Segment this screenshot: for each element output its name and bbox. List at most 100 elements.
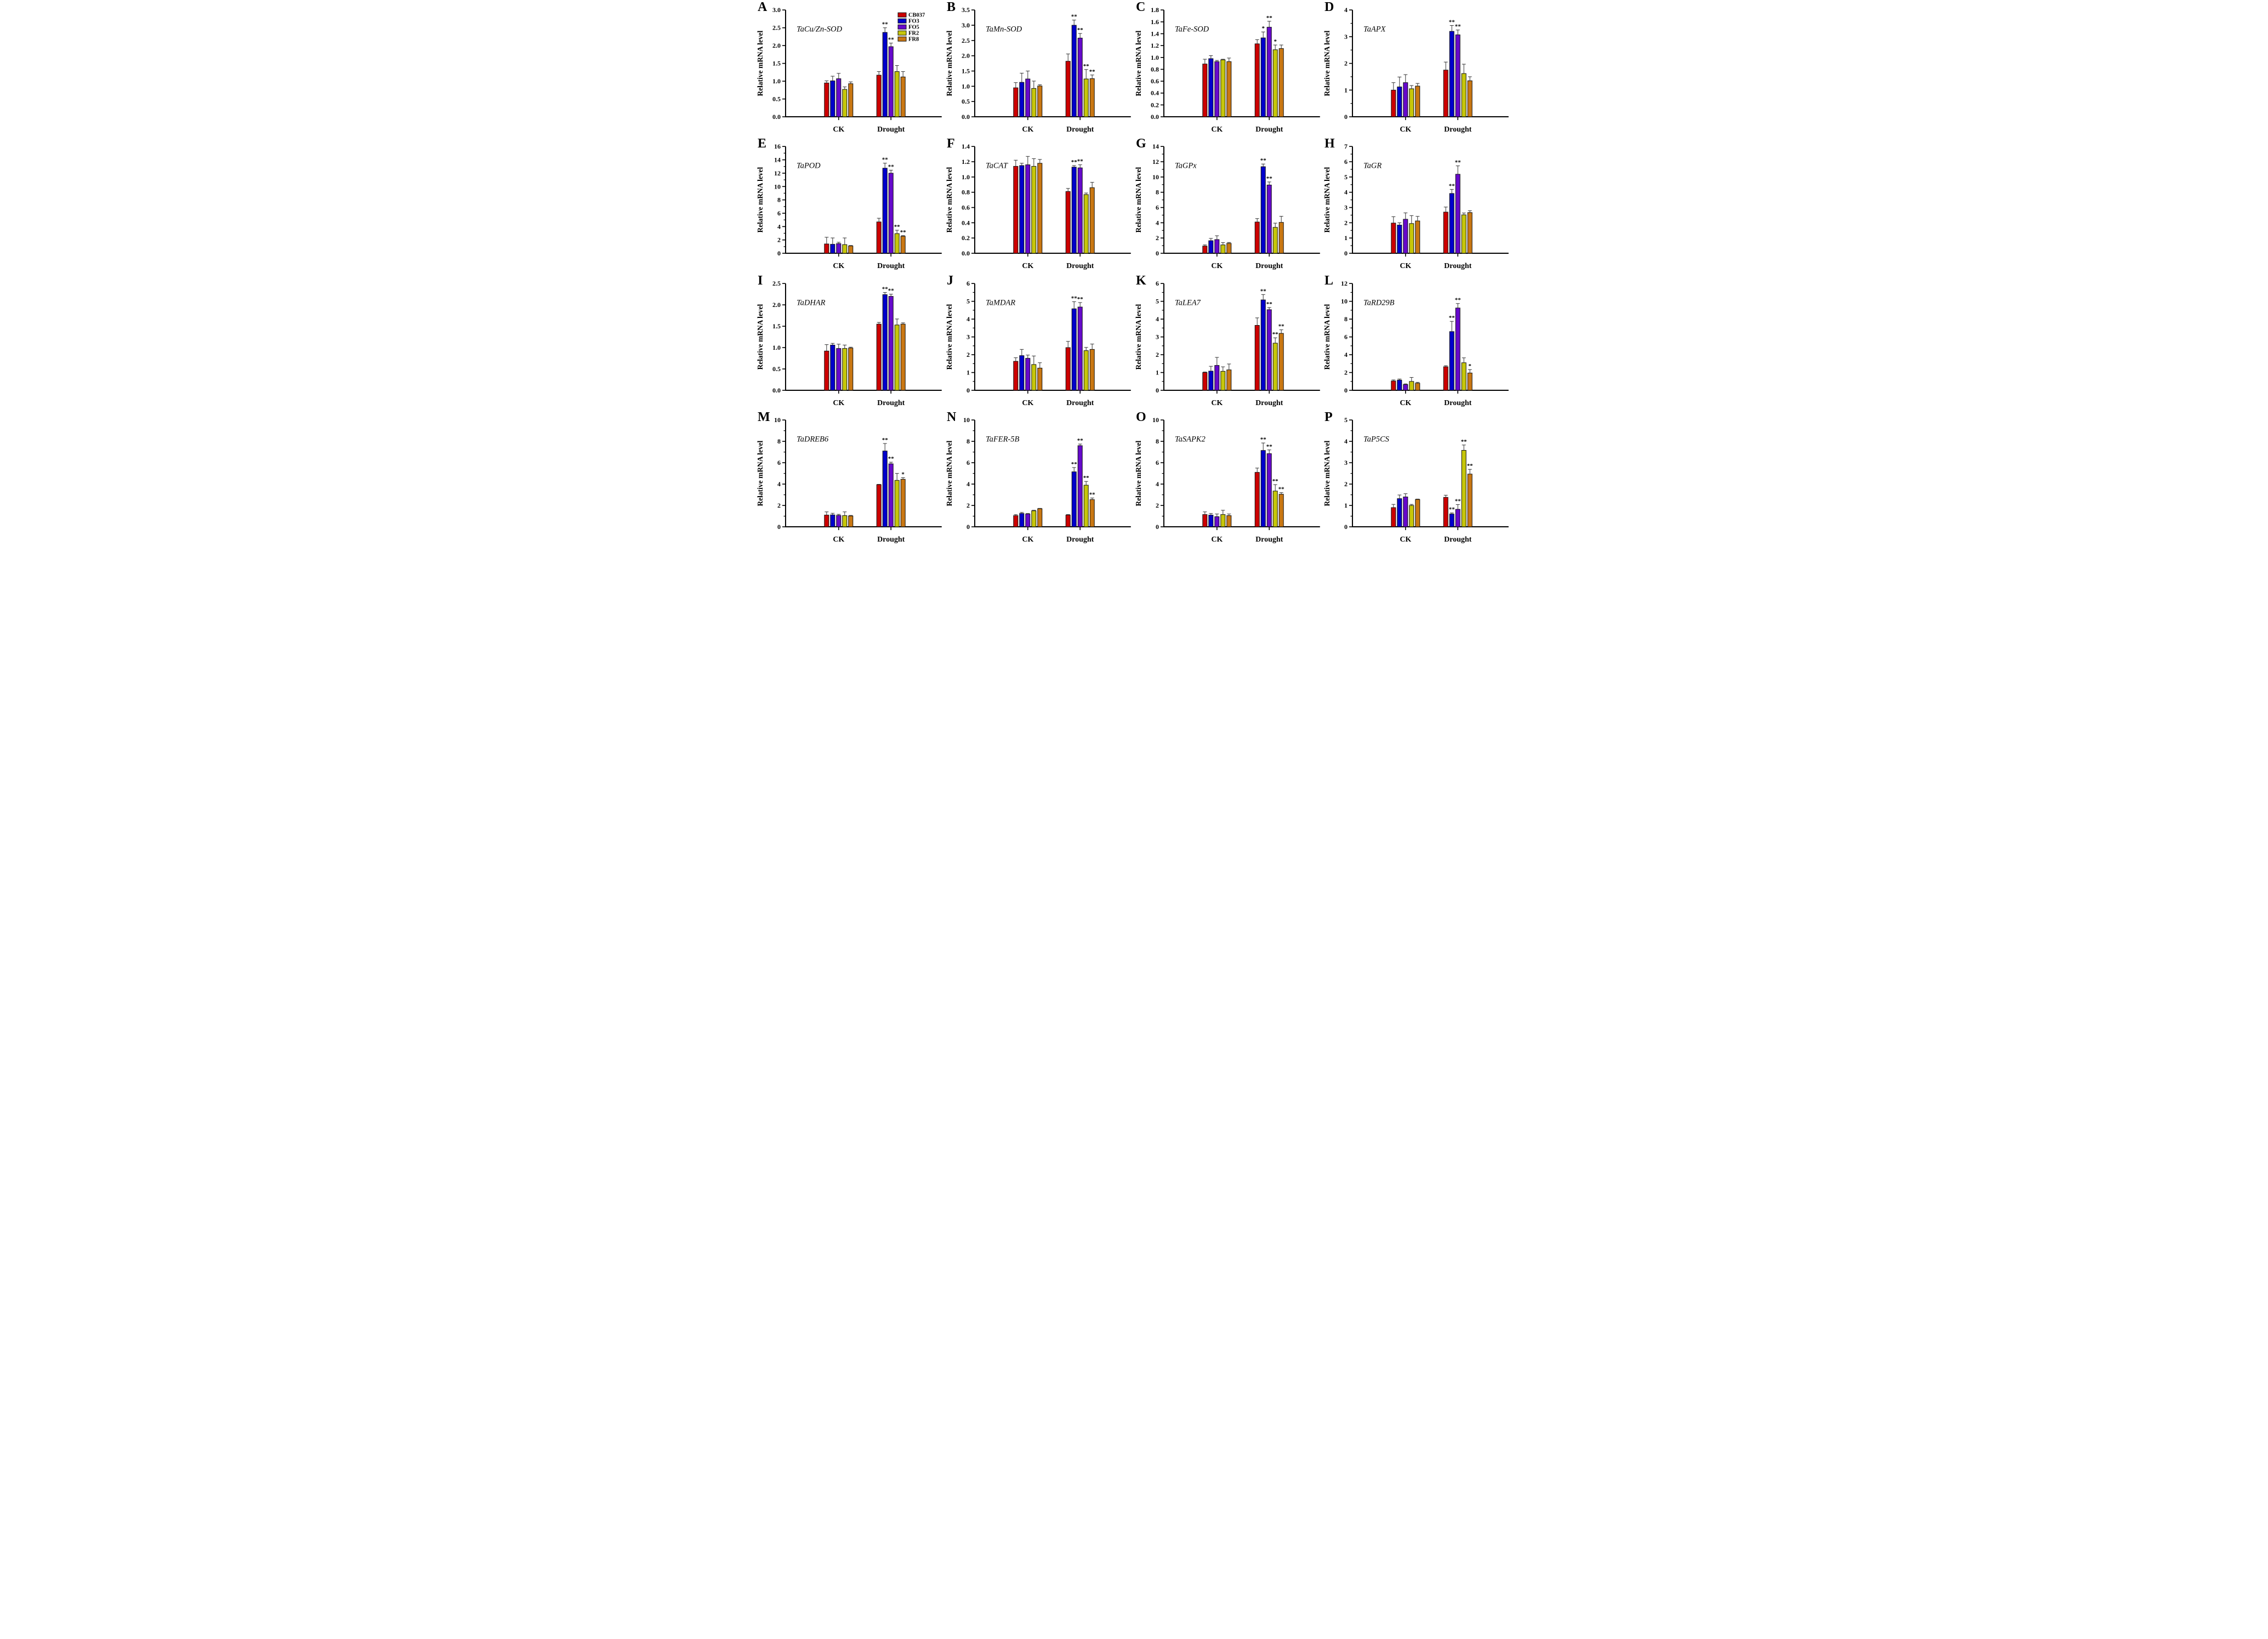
bar-FR2-Drought — [1461, 73, 1466, 117]
y-tick-label: 1.0 — [1150, 54, 1158, 61]
y-tick-label: 0 — [1155, 523, 1158, 531]
y-tick-label: 1.2 — [1150, 42, 1158, 49]
y-tick-label: 3 — [1344, 459, 1348, 466]
x-category-label: CK — [1211, 536, 1223, 544]
y-tick-label: 5 — [1344, 416, 1348, 424]
bar-FR2-Drought — [1083, 194, 1089, 254]
bar-FR8-Drought — [1089, 187, 1095, 254]
bar-CB037-CK — [1391, 507, 1396, 527]
bar-FR2-Drought — [1272, 49, 1278, 117]
y-axis-title: Relative mRNA level — [756, 30, 764, 96]
y-tick-label: 4 — [1344, 189, 1348, 196]
bar-FO5-Drought — [888, 173, 894, 254]
y-tick-label: 0.8 — [1150, 65, 1158, 73]
bar-CB037-CK — [1202, 246, 1207, 254]
bar-FO3-Drought — [1071, 471, 1077, 527]
bar-FR2-CK — [842, 244, 848, 254]
bar-FO3-CK — [830, 514, 835, 527]
bar-FO3-CK — [1397, 379, 1402, 391]
y-tick-label: 2.0 — [772, 42, 781, 49]
bar-CB037-CK — [1391, 223, 1396, 254]
bar-FO3-Drought — [1260, 166, 1266, 254]
bar-FR2-Drought — [1272, 227, 1278, 254]
y-tick-label: 0 — [1155, 249, 1158, 257]
significance-marker: ** — [1455, 160, 1461, 166]
bar-FO3-Drought — [882, 450, 888, 527]
y-axis-title: Relative mRNA level — [1134, 30, 1142, 96]
y-tick-label: 6 — [967, 280, 970, 287]
y-tick-label: 0 — [1155, 386, 1158, 394]
significance-marker: ** — [1071, 159, 1077, 166]
significance-marker: ** — [1260, 157, 1266, 164]
y-tick-label: 5 — [1344, 173, 1348, 181]
panel-F: F 0.0 0.2 0.4 0.6 0.8 1.0 1.2 1.4 Relative mRNA l… — [945, 136, 1134, 273]
y-tick-label: 10 — [774, 183, 781, 191]
y-tick-label: 0 — [967, 386, 970, 394]
bar-FR8-Drought — [1467, 474, 1473, 527]
x-category-label: Drought — [1255, 536, 1283, 544]
bar-FO5-CK — [1403, 82, 1408, 117]
bar-FR2-Drought — [894, 480, 900, 527]
panel-G: G 0 2 4 6 8 10 12 14 Relative mRNA level TaGPx CK Dr… — [1134, 136, 1323, 273]
bar-FR2-Drought — [1083, 78, 1089, 117]
bar-FO3-CK — [1208, 514, 1213, 527]
y-tick-label: 8 — [1155, 437, 1158, 445]
chart-D: D 0 1 2 3 4 Relative mRNA level TaAPX CK Drought *… — [1323, 0, 1509, 134]
bar-FR2-Drought — [1083, 350, 1089, 391]
significance-marker: ** — [888, 164, 894, 170]
x-category-label: CK — [833, 262, 844, 270]
bar-CB037-Drought — [1443, 366, 1448, 391]
significance-marker: ** — [1449, 183, 1455, 190]
y-tick-label: 6 — [1155, 280, 1158, 287]
bar-FR2-CK — [1220, 244, 1225, 254]
y-tick-label: 4 — [777, 223, 781, 231]
bar-FR8-CK — [1415, 499, 1420, 527]
gene-label: TaCu/Zn-SOD — [797, 25, 843, 33]
y-tick-label: 1.5 — [772, 60, 781, 67]
bar-FO3-CK — [1019, 82, 1025, 117]
panel-M: M 0 2 4 6 8 10 Relative mRNA level TaDREB6 CK Drou… — [756, 410, 945, 547]
y-tick-label: 2.5 — [772, 24, 781, 32]
x-category-label: Drought — [877, 399, 905, 407]
panel-letter: N — [947, 410, 956, 424]
y-tick-label: 6 — [1155, 459, 1158, 466]
panel-letter: K — [1135, 274, 1146, 288]
bar-FR8-Drought — [900, 479, 906, 527]
significance-marker: ** — [1266, 175, 1272, 182]
y-tick-label: 3 — [967, 333, 970, 340]
y-tick-label: 1.2 — [962, 158, 970, 166]
panel-B: B 0.0 0.5 1.0 1.5 2.0 2.5 3.0 3.5 Relative mRNA l… — [945, 0, 1134, 136]
bar-FO3-Drought — [1260, 299, 1266, 391]
y-axis-title: Relative mRNA level — [756, 167, 764, 233]
bar-FO3-Drought — [1071, 25, 1077, 117]
x-category-label: Drought — [877, 536, 905, 544]
bar-FO5-CK — [1214, 61, 1219, 117]
significance-marker: ** — [882, 21, 888, 28]
y-tick-label: 2 — [777, 236, 781, 244]
y-tick-label: 2 — [777, 502, 781, 509]
chart-N: N 0 2 4 6 8 10 Relative mRNA level TaFER-5B CK Dro… — [945, 410, 1131, 544]
significance-marker: ** — [882, 157, 888, 163]
panel-letter: G — [1135, 136, 1146, 151]
x-category-label: CK — [1400, 126, 1412, 134]
y-tick-label: 0 — [1344, 249, 1348, 257]
bar-FR2-CK — [1409, 380, 1414, 391]
bar-FO5-CK — [1403, 496, 1408, 527]
y-tick-label: 0.6 — [962, 204, 970, 212]
bar-FO5-Drought — [1266, 453, 1272, 527]
bar-FR2-CK — [1220, 371, 1225, 391]
y-tick-label: 2 — [1155, 351, 1158, 358]
bar-FO5-Drought — [1455, 307, 1460, 391]
bar-FO5-Drought — [1455, 174, 1460, 254]
legend-swatch-FO5 — [897, 24, 907, 30]
bar-FR2-Drought — [1272, 342, 1278, 391]
y-tick-label: 10 — [774, 416, 781, 424]
y-tick-label: 0 — [1344, 386, 1348, 394]
x-category-label: Drought — [877, 262, 905, 270]
chart-A: A 0.0 0.5 1.0 1.5 2.0 2.5 3.0 Relative mRNA leve… — [756, 0, 942, 134]
gene-label: TaCAT — [986, 162, 1008, 170]
bar-FO5-Drought — [888, 295, 894, 391]
significance-marker: ** — [1260, 436, 1266, 443]
y-tick-label: 0.0 — [1150, 113, 1158, 121]
legend-swatch-FR8 — [897, 36, 907, 42]
